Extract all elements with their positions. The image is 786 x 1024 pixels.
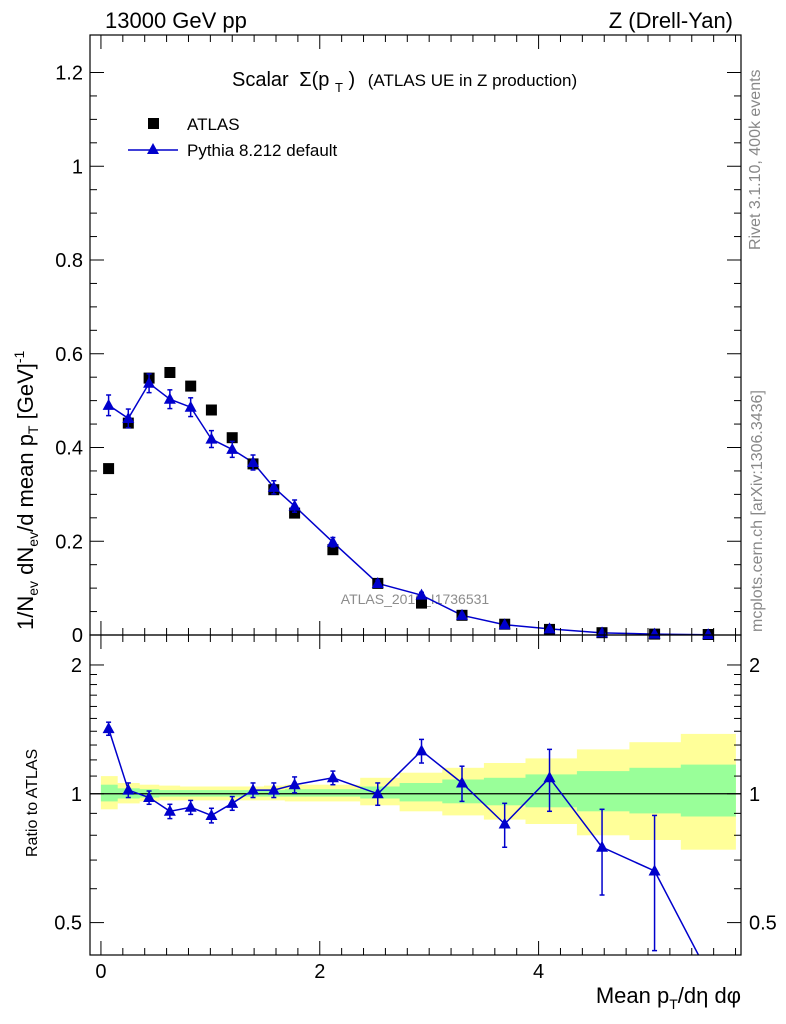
uncertainty-band-inner (629, 767, 682, 814)
uncertainty-band-inner (399, 783, 443, 802)
main-layer (102, 367, 715, 640)
uncertainty-band-inner (483, 777, 526, 806)
pythia-point (267, 480, 280, 492)
main-watermark: ATLAS_2019_I1736531 (341, 591, 490, 607)
ratio-point (163, 804, 176, 816)
ratio-point (205, 808, 218, 820)
pythia-point (543, 622, 556, 634)
xlabel-sub: T (669, 996, 678, 1012)
main-title: Scalar Σ(p T ) (ATLAS UE in Z production… (232, 69, 577, 97)
main-ytick-label: 0 (72, 625, 83, 647)
title-symbol: Σ(p (299, 69, 329, 91)
ratio-point (184, 800, 197, 812)
ratio-ytick-label-right: 1 (749, 784, 760, 806)
header-right: Z (Drell-Yan) (609, 8, 733, 33)
pythia-point (702, 628, 715, 640)
ratio-ylabel: Ratio to ATLAS (24, 749, 41, 857)
atlas-point (289, 507, 301, 519)
uncertainty-band-inner (680, 764, 736, 817)
main-axes: 0 0.2 0.4 0.6 0.8 1 1.2 (55, 35, 741, 647)
pythia-point (143, 376, 156, 388)
ratio-point (122, 783, 135, 795)
pythia-point (247, 456, 260, 467)
main-ytick-label: 1.2 (55, 63, 83, 85)
atlas-point (164, 367, 176, 378)
atlas-point (103, 463, 115, 475)
main-ytick-label: 1 (72, 156, 83, 178)
main-ytick-label: 0.8 (55, 250, 83, 272)
title-sub: T (335, 80, 343, 95)
ratio-ytick-label-right: 0.5 (749, 913, 777, 935)
xlabel-rest: /dη dφ (678, 983, 741, 1008)
pythia-point (288, 499, 301, 511)
atlas-point (226, 432, 238, 444)
xtick-label: 4 (533, 961, 544, 983)
ratio-point (596, 840, 609, 852)
atlas-point (327, 544, 339, 556)
uncertainty-band-inner (576, 771, 630, 812)
ratio-point (543, 771, 556, 783)
main-plot: ATLAS_2019_I1736531 0 0.2 0.4 0.6 0.8 1 1.2 Sc… (11, 34, 742, 647)
pythia-point (122, 411, 135, 423)
atlas-point (416, 597, 427, 609)
main-ytick-label: 0.4 (55, 438, 83, 460)
pythia-point (205, 432, 218, 444)
ratio-point (648, 864, 661, 876)
pythia-point (415, 588, 428, 600)
ratio-point (415, 744, 428, 756)
ratio-plot: 0.5 0.5 1 1 2 2 0 2 4 Ratio to ATLAS Mean pT/dη … (24, 634, 777, 1012)
pythia-point (371, 576, 384, 588)
ratio-xlabel: Mean pT/dη dφ (596, 983, 741, 1012)
main-ytick-label: 0.6 (55, 344, 83, 366)
atlas-point (205, 404, 217, 416)
legend: ATLAS Pythia 8.212 default (128, 115, 338, 160)
pythia-point (498, 618, 511, 630)
legend-atlas-marker (148, 118, 159, 129)
legend-atlas-label: ATLAS (187, 115, 240, 134)
pythia-point (226, 442, 239, 454)
ratio-layer (90, 721, 741, 955)
pythia-point (456, 608, 468, 620)
ratio-point (288, 778, 301, 790)
ratio-series (102, 721, 700, 955)
mcplots-label: mcplots.cern.ch [arXiv:1306.3436] (749, 390, 766, 632)
xtick-label: 0 (95, 961, 106, 983)
ratio-point (498, 817, 511, 829)
ratio-point (226, 796, 239, 808)
xtick-label: 2 (314, 961, 325, 983)
title-rest: (ATLAS UE in Z production) (368, 71, 577, 90)
pythia-point (163, 392, 176, 404)
legend-pythia-marker (147, 143, 159, 154)
ratio-ytick-label-right: 2 (749, 655, 760, 677)
pythia-point (326, 535, 339, 547)
ratio-ytick-label: 2 (71, 655, 82, 677)
ratio-point (326, 771, 339, 783)
main-ytick-label: 0.2 (55, 531, 83, 553)
uncertainty-band-inner (442, 779, 485, 804)
ratio-ytick-label: 1 (71, 784, 82, 806)
ratio-point (371, 787, 384, 799)
xlabel-main: Mean p (596, 983, 669, 1008)
ratio-point (456, 776, 468, 788)
ratio-frame (89, 634, 742, 956)
ratio-point (247, 783, 260, 795)
uncertainty-band-inner (305, 789, 361, 797)
main-ylabel: 1/Nev dNev/d mean pT [GeV]-1 (11, 350, 41, 630)
header-left: 13000 GeV pp (105, 8, 247, 33)
legend-pythia-label: Pythia 8.212 default (187, 141, 338, 160)
rivet-label: Rivet 3.1.10, 400k events (747, 69, 764, 250)
title-prefix: Scalar (232, 69, 289, 91)
ratio-point (267, 783, 280, 795)
uncertainty-band-inner (100, 784, 118, 802)
ratio-ytick-label: 0.5 (54, 913, 82, 935)
title-close: ) (349, 69, 356, 91)
pythia-point (102, 398, 115, 410)
ratio-point (102, 722, 115, 734)
ratio-point (143, 791, 156, 803)
pythia-point (648, 627, 661, 639)
ratio-axes: 0.5 0.5 1 1 2 2 0 2 4 (54, 635, 777, 983)
atlas-point (185, 380, 197, 392)
pythia-point (184, 400, 197, 412)
